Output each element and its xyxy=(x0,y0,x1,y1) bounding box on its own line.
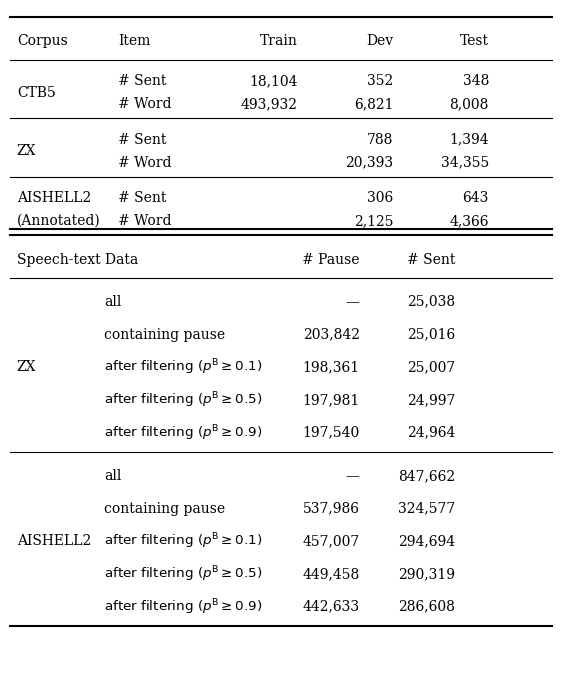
Text: AISHELL2: AISHELL2 xyxy=(17,191,91,205)
Text: 352: 352 xyxy=(367,74,393,88)
Text: 25,038: 25,038 xyxy=(407,295,455,309)
Text: 2,125: 2,125 xyxy=(354,214,393,228)
Text: after filtering ($p^{\mathrm{B}} \geq 0.9$): after filtering ($p^{\mathrm{B}} \geq 0.… xyxy=(104,423,262,443)
Text: containing pause: containing pause xyxy=(104,327,225,342)
Text: Speech-text Data: Speech-text Data xyxy=(17,253,138,267)
Text: # Sent: # Sent xyxy=(118,191,166,205)
Text: 198,361: 198,361 xyxy=(302,360,360,374)
Text: 34,355: 34,355 xyxy=(441,155,489,170)
Text: after filtering ($p^{\mathrm{B}} \geq 0.9$): after filtering ($p^{\mathrm{B}} \geq 0.… xyxy=(104,597,262,617)
Text: 788: 788 xyxy=(367,133,393,147)
Text: after filtering ($p^{\mathrm{B}} \geq 0.1$): after filtering ($p^{\mathrm{B}} \geq 0.… xyxy=(104,357,262,377)
Text: 24,964: 24,964 xyxy=(407,426,455,440)
Text: 4,366: 4,366 xyxy=(450,214,489,228)
Text: 493,932: 493,932 xyxy=(241,97,298,111)
Text: 306: 306 xyxy=(367,191,393,205)
Text: 324,577: 324,577 xyxy=(398,501,455,516)
Text: Item: Item xyxy=(118,34,151,48)
Text: # Word: # Word xyxy=(118,214,171,228)
Text: —: — xyxy=(346,469,360,483)
Text: 643: 643 xyxy=(463,191,489,205)
Text: after filtering ($p^{\mathrm{B}} \geq 0.1$): after filtering ($p^{\mathrm{B}} \geq 0.… xyxy=(104,531,262,551)
Text: 1,394: 1,394 xyxy=(449,133,489,147)
Text: —: — xyxy=(346,295,360,309)
Text: after filtering ($p^{\mathrm{B}} \geq 0.5$): after filtering ($p^{\mathrm{B}} \geq 0.… xyxy=(104,390,262,410)
Text: 294,694: 294,694 xyxy=(398,534,455,548)
Text: 442,633: 442,633 xyxy=(302,599,360,614)
Text: 25,016: 25,016 xyxy=(407,327,455,342)
Text: Corpus: Corpus xyxy=(17,34,67,48)
Text: 286,608: 286,608 xyxy=(398,599,455,614)
Text: 537,986: 537,986 xyxy=(303,501,360,516)
Text: all: all xyxy=(104,469,121,483)
Text: AISHELL2: AISHELL2 xyxy=(17,534,91,548)
Text: 18,104: 18,104 xyxy=(250,74,298,88)
Text: all: all xyxy=(104,295,121,309)
Text: after filtering ($p^{\mathrm{B}} \geq 0.5$): after filtering ($p^{\mathrm{B}} \geq 0.… xyxy=(104,564,262,584)
Text: # Word: # Word xyxy=(118,155,171,170)
Text: 348: 348 xyxy=(463,74,489,88)
Text: Dev: Dev xyxy=(366,34,393,48)
Text: 6,821: 6,821 xyxy=(354,97,393,111)
Text: CTB5: CTB5 xyxy=(17,86,56,100)
Text: Test: Test xyxy=(460,34,489,48)
Text: # Sent: # Sent xyxy=(407,253,455,267)
Text: 197,981: 197,981 xyxy=(302,393,360,407)
Text: 20,393: 20,393 xyxy=(345,155,393,170)
Text: Train: Train xyxy=(260,34,298,48)
Text: ZX: ZX xyxy=(17,360,37,374)
Text: # Sent: # Sent xyxy=(118,74,166,88)
Text: # Pause: # Pause xyxy=(302,253,360,267)
Text: 290,319: 290,319 xyxy=(398,567,455,581)
Text: 449,458: 449,458 xyxy=(302,567,360,581)
Text: 25,007: 25,007 xyxy=(407,360,455,374)
Text: (Annotated): (Annotated) xyxy=(17,214,101,228)
Text: ZX: ZX xyxy=(17,144,37,158)
Text: 457,007: 457,007 xyxy=(302,534,360,548)
Text: 847,662: 847,662 xyxy=(398,469,455,483)
Text: # Sent: # Sent xyxy=(118,133,166,147)
Text: 24,997: 24,997 xyxy=(407,393,455,407)
Text: 197,540: 197,540 xyxy=(302,426,360,440)
Text: # Word: # Word xyxy=(118,97,171,111)
Text: containing pause: containing pause xyxy=(104,501,225,516)
Text: 8,008: 8,008 xyxy=(450,97,489,111)
Text: 203,842: 203,842 xyxy=(303,327,360,342)
